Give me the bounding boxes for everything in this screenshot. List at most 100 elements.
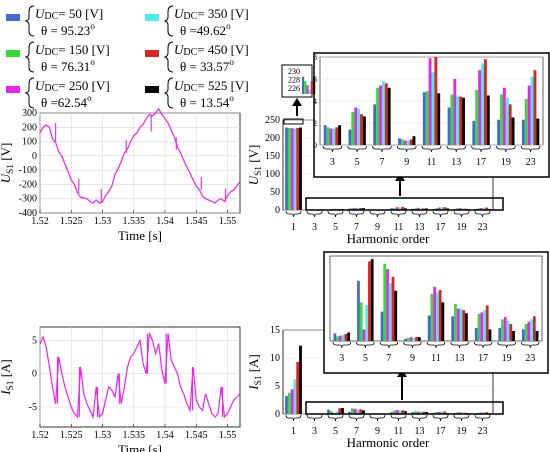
category-label: 3 [312,222,317,233]
current-time-plot: 1.52 1.525 1.53 1.535 1.54 1.545 1.55 5 0 -5 Time … [0,326,241,452]
zoom-harmonic-bar [527,85,531,145]
zoom-inset-harmonics: 8642035791113171923 [313,52,550,178]
y-tick-label: -5 [29,402,37,413]
harmonic-bar [285,396,288,414]
zoom-harmonic-bar [323,125,327,145]
zoom-harmonic-bar [431,72,435,145]
zoom-harmonic-bar [404,338,407,341]
zoom-harmonic-bar [506,320,510,341]
category-brace [390,414,407,422]
zoom-category-brace [403,341,422,349]
harmonic-bar [362,410,365,414]
zoom-harmonic-bar [391,276,395,341]
legend-theta-value: θ = 76.31 [41,59,90,74]
harmonic-bar [392,410,396,414]
x-tick-label: 1.53 [94,430,112,441]
zoom-harmonic-bar [502,87,506,145]
y-axis-label-subscript: S1 [6,164,16,174]
harmonic-bar [296,127,300,210]
legend-degree: o [229,93,234,103]
y-tick-label: 5 [32,335,37,346]
zoom-harmonic-bar [454,303,457,341]
zoom-category-brace [520,145,541,153]
harmonic-bar [455,412,459,414]
zoom-harmonic-bar [335,127,339,145]
harmonic-bar [404,208,407,210]
y-tick-label: 5 [275,381,280,392]
zoom-category-brace [356,341,375,349]
y-tick-label: -100 [19,165,37,176]
category-label: 23 [478,426,488,437]
waveform-line [39,331,241,420]
legend-udc-value: = 250 [58,78,91,93]
zoom-y-tick-label: 0 [313,141,317,150]
y-tick-label: 0 [275,205,280,216]
x-axis-label: Time [s] [118,228,162,243]
zoom-category-label: 5 [355,157,360,168]
harmonic-bar [455,208,459,210]
zoom-harmonic-bar [326,127,330,145]
zoom-harmonic-bar [381,81,385,145]
x-tick-label: 1.52 [31,430,49,441]
zoom-harmonic-bar [412,136,416,145]
category-label: 17 [436,222,446,233]
category-label: 7 [354,222,359,233]
category-brace [411,414,428,422]
harmonic-bar [440,207,444,210]
category-label: 19 [457,426,467,437]
y-axis-label-subscript: S1 [254,166,264,176]
harmonic-bar [390,412,393,414]
legend-swatch [6,50,20,57]
legend-udc-value: = 50 [58,6,85,21]
category-label: 1 [291,222,296,233]
zoom-harmonic-bar [505,97,509,145]
y-axis-label: US1 [V] [246,145,264,186]
fundamental-inset-tick: 230 [288,67,300,76]
zoom-harmonic-bar [472,120,476,145]
zoom-category-label: 5 [363,353,368,364]
harmonic-bar [425,411,428,414]
harmonic-bar [362,208,365,210]
harmonic-bar [348,411,351,414]
category-brace [453,210,470,218]
fundamental-inset-bar [302,76,305,94]
legend-udc-subscript: DC [183,83,197,94]
zoom-harmonic-bar [521,119,525,145]
legend-entry: UDC= 450 [V]θ = 33.57o [145,41,249,74]
zoom-harmonic-bar [406,140,410,145]
zoom-harmonic-bar [533,70,537,145]
legend-theta-value: θ =62.54 [41,95,88,110]
legend-theta-value: θ = 13.54 [180,95,230,110]
category-label: 5 [333,426,338,437]
x-tick-label: 1.545 [185,216,208,227]
zoom-harmonic-bar [530,76,534,145]
zoom-harmonic-bar [532,316,536,341]
zoom-harmonic-bar [501,319,504,341]
zoom-harmonic-bar [521,329,525,341]
zoom-harmonic-bar [409,337,413,341]
legend-theta-text: θ = 76.31o [41,57,95,74]
harmonic-bar [485,412,489,414]
zoom-harmonic-bar [524,98,528,145]
zoom-harmonic-bar [403,140,407,145]
zoom-harmonic-bar [436,292,439,341]
harmonic-bar [359,409,363,414]
zoom-harmonic-bar [409,139,413,145]
zoom-category-brace [497,341,516,349]
zoom-category-brace [473,341,493,349]
harmonic-bar [293,379,297,414]
y-axis-label-subscript: S1 [6,380,16,390]
legend-entry: UDC= 50 [V]θ = 95.23o [6,5,103,38]
legend-brace [163,41,174,73]
zoom-category-label: 7 [379,157,384,168]
zoom-category-brace [332,341,351,349]
y-tick-label: 15 [270,325,280,336]
x-tick-label: 1.535 [123,216,146,227]
zoom-inset-harmonics: 3 5 7 9 11 13 17 19 23 [323,251,549,374]
legend-swatch [145,14,159,21]
harmonic-bar [293,128,297,210]
harmonic-bar [440,411,444,414]
zoom-category-brace [379,341,399,349]
zoom-harmonic-bar [500,94,503,145]
